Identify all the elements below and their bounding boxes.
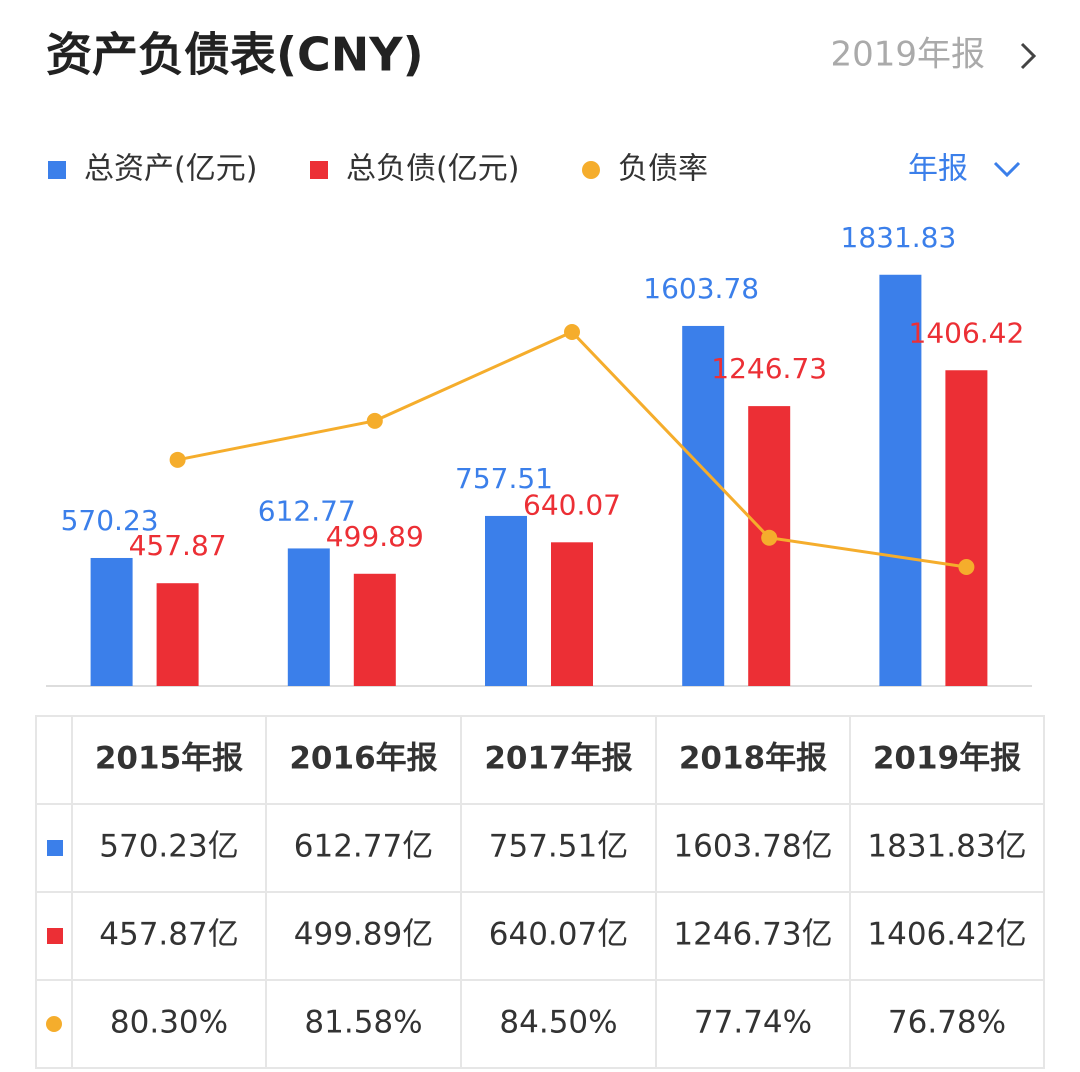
bar bbox=[879, 274, 922, 686]
bar bbox=[287, 548, 330, 686]
legend-marker bbox=[48, 161, 66, 179]
bar bbox=[551, 542, 593, 686]
data-label: 1406.42 bbox=[909, 316, 1025, 349]
bar bbox=[945, 370, 988, 686]
data-label: 457.87 bbox=[129, 529, 227, 562]
row-marker bbox=[47, 840, 63, 856]
table-cell: 1406.42亿 bbox=[867, 917, 1026, 953]
legend-label: 负债率 bbox=[618, 152, 708, 187]
period-link[interactable]: 2019年报 bbox=[830, 35, 1037, 75]
bar bbox=[748, 406, 791, 686]
chevron-down[interactable] bbox=[993, 161, 1021, 178]
rate-line bbox=[177, 330, 967, 569]
legend-marker bbox=[310, 161, 328, 179]
bar bbox=[682, 325, 725, 686]
chevron-right[interactable] bbox=[1020, 42, 1037, 70]
row-marker bbox=[46, 1016, 62, 1032]
title: 资产负债表(CNY) bbox=[46, 28, 424, 82]
table-header: 2018年报 bbox=[679, 741, 827, 777]
table-cell: 570.23亿 bbox=[99, 829, 238, 865]
data-label: 1831.83 bbox=[841, 221, 957, 254]
table-header: 2015年报 bbox=[95, 741, 243, 777]
table-cell: 81.58% bbox=[304, 1005, 422, 1041]
bar bbox=[156, 583, 199, 686]
data-label: 570.23 bbox=[61, 504, 159, 537]
bar bbox=[353, 573, 396, 686]
period-text[interactable]: 2019年报 bbox=[830, 35, 985, 75]
data-label: 499.89 bbox=[326, 520, 424, 553]
rate-point bbox=[366, 412, 383, 429]
legend-marker bbox=[582, 161, 600, 179]
table-header: 2017年报 bbox=[484, 741, 632, 777]
period-selector[interactable]: 年报 bbox=[908, 152, 1021, 187]
table-cell: 1246.73亿 bbox=[673, 917, 832, 953]
table-cell: 757.51亿 bbox=[489, 829, 628, 865]
table-cell: 84.50% bbox=[499, 1005, 617, 1041]
rate-point bbox=[564, 323, 580, 340]
data-label: 1603.78 bbox=[643, 272, 759, 305]
data-label: 757.51 bbox=[455, 462, 553, 495]
rate-point bbox=[958, 558, 975, 575]
legend-label: 总资产(亿元) bbox=[84, 152, 257, 187]
table-cell: 80.30% bbox=[110, 1005, 228, 1041]
table-cell: 457.87亿 bbox=[99, 917, 238, 953]
table-header: 2019年报 bbox=[873, 741, 1021, 777]
rate-point bbox=[761, 529, 778, 546]
bar bbox=[485, 515, 527, 686]
data-label: 640.07 bbox=[523, 488, 621, 521]
table-cell: 76.78% bbox=[888, 1005, 1006, 1041]
table-cell: 499.89亿 bbox=[294, 917, 433, 953]
row-marker bbox=[47, 928, 63, 944]
period-selector-text[interactable]: 年报 bbox=[908, 152, 968, 187]
table-cell: 612.77亿 bbox=[294, 829, 433, 865]
table-cell: 1831.83亿 bbox=[867, 829, 1026, 865]
table-header: 2016年报 bbox=[289, 741, 437, 777]
data-label: 1246.73 bbox=[711, 352, 827, 385]
table-cell: 77.74% bbox=[694, 1005, 812, 1041]
rate-point bbox=[169, 451, 186, 468]
table-cell: 1603.78亿 bbox=[673, 829, 832, 865]
legend-label: 总负债(亿元) bbox=[346, 152, 519, 187]
bar bbox=[90, 557, 133, 686]
table-cell: 640.07亿 bbox=[489, 917, 628, 953]
data-label: 612.77 bbox=[258, 494, 356, 527]
